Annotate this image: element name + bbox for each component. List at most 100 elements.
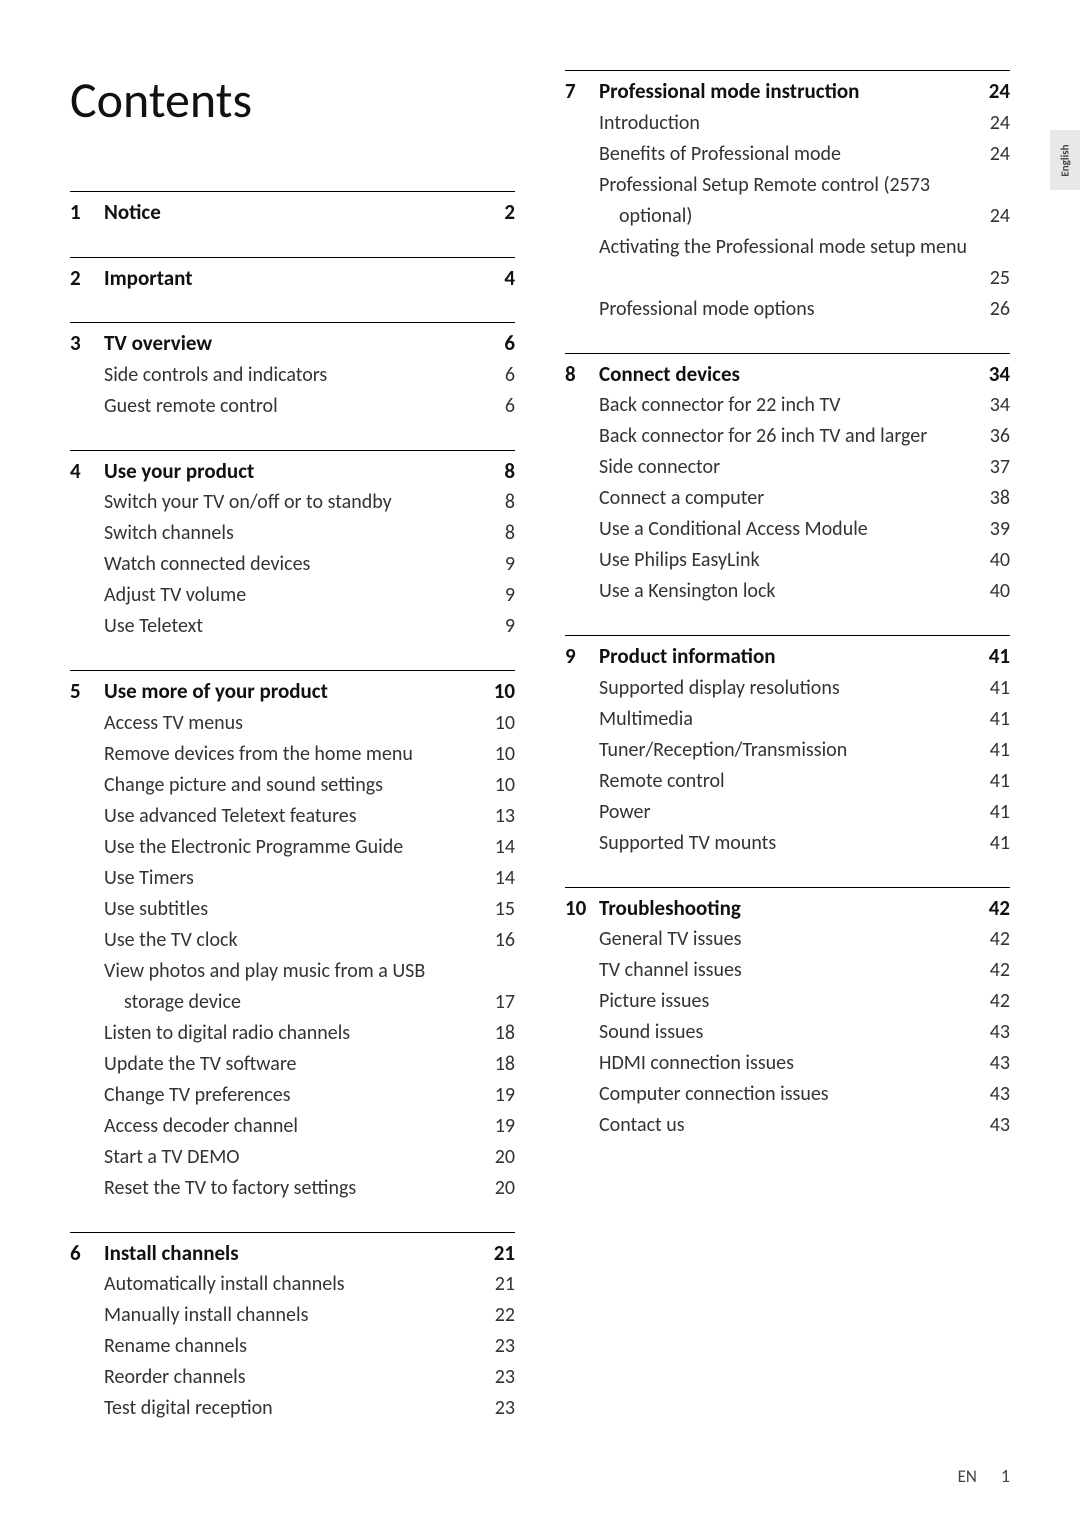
toc-item-page: 19 (485, 1080, 515, 1111)
toc-item-page: 8 (485, 518, 515, 549)
toc-item: Access decoder channel19 (70, 1111, 515, 1142)
toc-item: Use a Kensington lock40 (565, 576, 1010, 607)
toc-item: Watch connected devices9 (70, 549, 515, 580)
toc-item: Reorder channels23 (70, 1362, 515, 1393)
toc-item-page: 10 (485, 708, 515, 739)
toc-section-page: 21 (485, 1237, 515, 1270)
toc-item: Professional Setup Remote control (2573 (565, 170, 1010, 201)
toc-item: Listen to digital radio channels18 (70, 1018, 515, 1049)
toc-section-number: 6 (70, 1237, 104, 1270)
toc-item: Back connector for 26 inch TV and larger… (565, 421, 1010, 452)
toc-item-page: 18 (485, 1018, 515, 1049)
toc-item: Power41 (565, 797, 1010, 828)
toc-item-page: 23 (485, 1331, 515, 1362)
toc-section-number: 10 (565, 892, 599, 925)
toc-item: Rename channels23 (70, 1331, 515, 1362)
toc-item-page: 10 (485, 739, 515, 770)
toc-section: 5Use more of your product10Access TV men… (70, 670, 515, 1204)
toc-item-page: 24 (980, 201, 1010, 232)
toc-section-title: Troubleshooting (599, 892, 980, 925)
toc-item: General TV issues42 (565, 924, 1010, 955)
toc-item-page: 43 (980, 1110, 1010, 1141)
toc-item-label: Watch connected devices (104, 549, 485, 580)
toc-item-page: 23 (485, 1362, 515, 1393)
toc-item-label: Side controls and indicators (104, 360, 485, 391)
toc-section-title: Use more of your product (104, 675, 485, 708)
toc-item-label: Start a TV DEMO (104, 1142, 485, 1173)
toc-item: Activating the Professional mode setup m… (565, 232, 1010, 263)
toc-item: Introduction24 (565, 108, 1010, 139)
toc-section-title: TV overview (104, 327, 485, 360)
toc-section: 9Product information41Supported display … (565, 635, 1010, 859)
toc-section-header: 6Install channels21 (70, 1237, 515, 1270)
toc-item-label: Activating the Professional mode setup m… (599, 232, 980, 263)
toc-item: optional)24 (565, 201, 1010, 232)
toc-section-page: 34 (980, 358, 1010, 391)
toc-section-page: 2 (485, 196, 515, 229)
toc-item: Multimedia41 (565, 704, 1010, 735)
toc-item-page: 42 (980, 924, 1010, 955)
toc-item: Change picture and sound settings10 (70, 770, 515, 801)
toc-section-header: 10Troubleshooting42 (565, 892, 1010, 925)
toc-item-page: 16 (485, 925, 515, 956)
toc-item-label: HDMI connection issues (599, 1048, 980, 1079)
toc-item-label: Reset the TV to factory settings (104, 1173, 485, 1204)
toc-section-title: Connect devices (599, 358, 980, 391)
toc-section: 1Notice2 (70, 191, 515, 229)
toc-item-page: 23 (485, 1393, 515, 1424)
toc-item-page: 20 (485, 1173, 515, 1204)
toc-item-label: Guest remote control (104, 391, 485, 422)
toc-item-page: 13 (485, 801, 515, 832)
right-column: 7Professional mode instruction24Introduc… (565, 70, 1010, 1452)
toc-item: Use advanced Teletext features13 (70, 801, 515, 832)
toc-section-number: 5 (70, 675, 104, 708)
toc-item: Use a Conditional Access Module39 (565, 514, 1010, 545)
toc-item: Change TV preferences19 (70, 1080, 515, 1111)
toc-item: Start a TV DEMO20 (70, 1142, 515, 1173)
toc-section-number: 1 (70, 196, 104, 229)
toc-item: Remove devices from the home menu10 (70, 739, 515, 770)
toc-item: Side controls and indicators6 (70, 360, 515, 391)
toc-item-label: Switch your TV on/off or to standby (104, 487, 485, 518)
toc-section-title: Notice (104, 196, 485, 229)
language-tab: English (1050, 130, 1080, 190)
toc-item-page: 41 (980, 797, 1010, 828)
toc-item-label: Picture issues (599, 986, 980, 1017)
toc-section-number: 9 (565, 640, 599, 673)
toc-item-page: 18 (485, 1049, 515, 1080)
toc-item-page: 9 (485, 580, 515, 611)
toc-section-header: 3TV overview6 (70, 327, 515, 360)
toc-item-page: 42 (980, 955, 1010, 986)
toc-item-label: Computer connection issues (599, 1079, 980, 1110)
toc-item: Picture issues42 (565, 986, 1010, 1017)
toc-item: Side connector37 (565, 452, 1010, 483)
toc-section-page: 42 (980, 892, 1010, 925)
toc-item: storage device17 (70, 987, 515, 1018)
toc-item-label: Rename channels (104, 1331, 485, 1362)
toc-section-page: 41 (980, 640, 1010, 673)
toc-item-label: Use subtitles (104, 894, 485, 925)
toc-item-page: 10 (485, 770, 515, 801)
toc-item-page: 9 (485, 549, 515, 580)
toc-item-label: Tuner/Reception/Transmission (599, 735, 980, 766)
toc-item-label: Side connector (599, 452, 980, 483)
toc-section-title: Professional mode instruction (599, 75, 980, 108)
toc-item-page: 40 (980, 545, 1010, 576)
toc-item-label: Use Timers (104, 863, 485, 894)
toc-item-label: Access TV menus (104, 708, 485, 739)
page-title: Contents (70, 70, 515, 131)
toc-section-number: 3 (70, 327, 104, 360)
toc-item-page: 43 (980, 1048, 1010, 1079)
toc-section-page: 24 (980, 75, 1010, 108)
toc-item: Use the Electronic Programme Guide14 (70, 832, 515, 863)
toc-section-title: Install channels (104, 1237, 485, 1270)
toc-item: Sound issues43 (565, 1017, 1010, 1048)
toc-item-label: Professional Setup Remote control (2573 (599, 170, 980, 201)
toc-item: HDMI connection issues43 (565, 1048, 1010, 1079)
toc-item-page: 14 (485, 863, 515, 894)
toc-item-page: 41 (980, 735, 1010, 766)
toc-item-page: 39 (980, 514, 1010, 545)
toc-item-label: Back connector for 26 inch TV and larger (599, 421, 980, 452)
toc-item-label: optional) (599, 201, 980, 232)
toc-item-label: Back connector for 22 inch TV (599, 390, 980, 421)
